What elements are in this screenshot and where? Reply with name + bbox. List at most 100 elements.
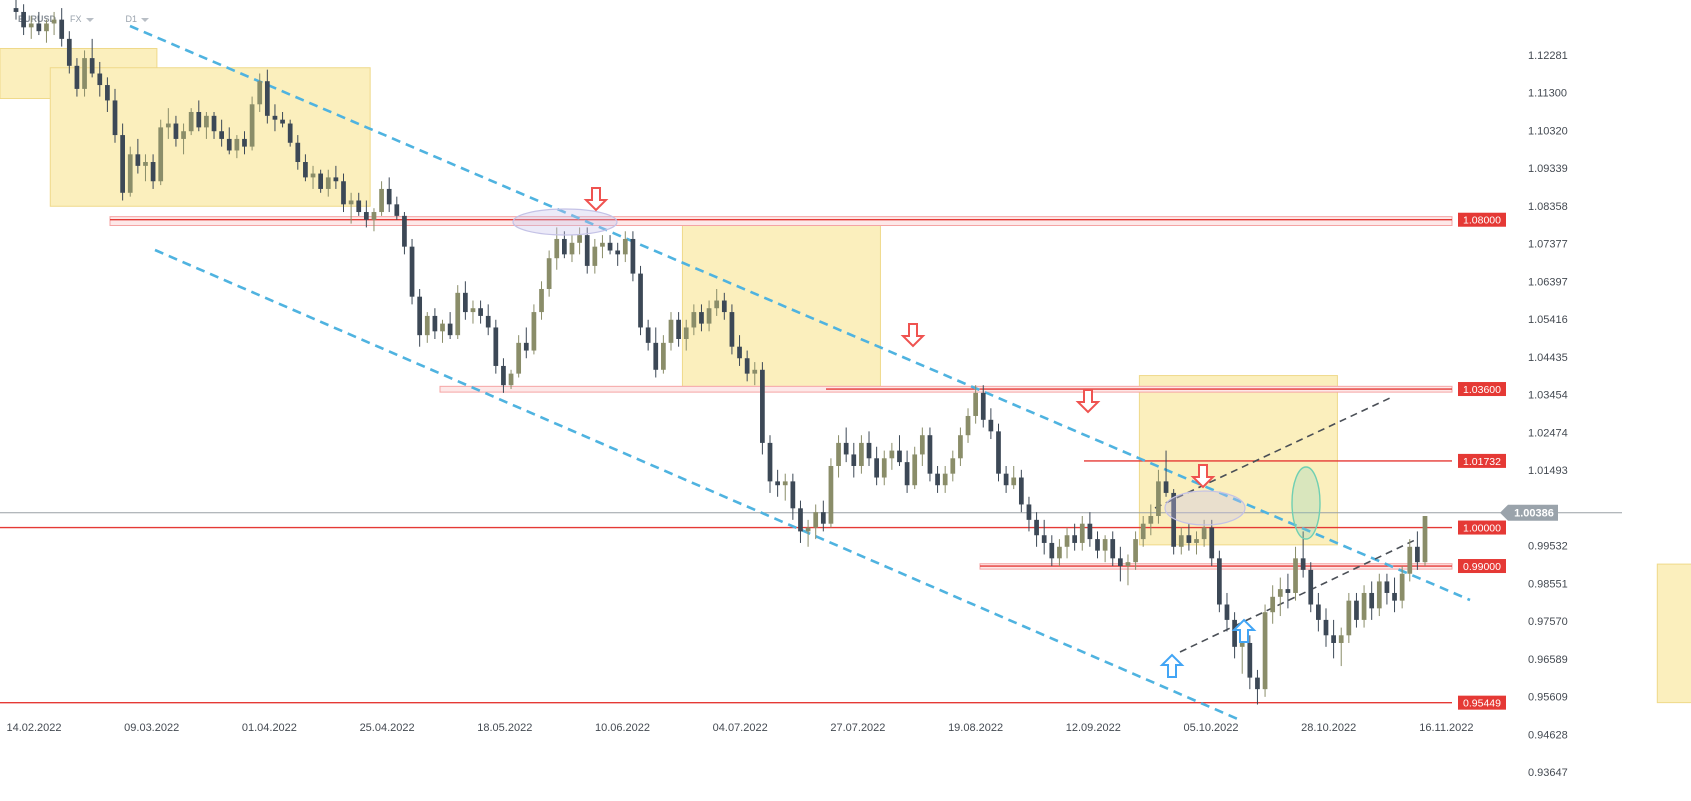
candle-body [66, 38, 72, 66]
candle-body [257, 81, 263, 105]
candle-body [1277, 589, 1283, 597]
candle-body [1057, 546, 1062, 559]
candle-body [303, 162, 308, 178]
candle-body [706, 308, 712, 324]
candle-body [59, 19, 65, 39]
consolidation-zone [1656, 563, 1691, 704]
candle-body [1255, 677, 1260, 690]
candle-body [112, 100, 118, 136]
candle-body [546, 258, 552, 289]
candle-body [630, 238, 636, 274]
date-axis-label: 05.10.2022 [1183, 722, 1238, 734]
candle-body [1148, 516, 1154, 524]
candle-body [1376, 581, 1382, 609]
candle-body [28, 23, 34, 28]
candle-body [1178, 535, 1184, 547]
candle-body [615, 250, 621, 255]
chevron-down-icon [85, 17, 94, 22]
price-axis-label: 1.12281 [1528, 50, 1568, 62]
date-axis-label: 16.11.2022 [1419, 722, 1473, 734]
candle-body [531, 312, 537, 351]
candle-body [1133, 539, 1138, 563]
candle-body [158, 127, 164, 182]
level-label-bg [1458, 695, 1506, 710]
candle-body [912, 454, 918, 486]
candle-body [455, 292, 461, 336]
level-label-bg [1458, 453, 1506, 468]
date-axis-label: 18.05.2022 [477, 722, 532, 734]
candle-body [919, 435, 925, 455]
level-label: 1.08000 [1463, 215, 1501, 227]
candle-body [1354, 600, 1359, 620]
market-selector[interactable]: FX [70, 14, 94, 24]
candle-body [935, 473, 940, 486]
candle-body [21, 11, 26, 28]
level-label: 0.95449 [1463, 698, 1501, 710]
candle-body [881, 458, 887, 478]
candle-body [333, 177, 339, 182]
candle-body [386, 188, 392, 205]
price-axis-label: 1.08358 [1528, 201, 1568, 213]
candle-body [74, 65, 80, 89]
price-axis-label: 0.95609 [1528, 692, 1568, 704]
candle-body [440, 323, 445, 332]
candle-body [988, 419, 994, 432]
candle-body [1072, 535, 1078, 543]
candle-body [13, 8, 19, 12]
candle-body [539, 288, 544, 313]
candle-body [508, 373, 514, 386]
candle-body [1217, 558, 1222, 605]
candle-body [1346, 600, 1352, 636]
candle-body [691, 312, 697, 328]
candle-body [219, 131, 224, 139]
price-axis-label: 0.99532 [1528, 541, 1568, 553]
candle-body [173, 123, 179, 139]
date-axis-label: 27.07.2022 [830, 722, 885, 734]
symbol-label[interactable]: EURUSD [18, 14, 57, 24]
date-axis-label: 19.08.2022 [948, 722, 1003, 734]
date-axis-label: 10.06.2022 [595, 722, 650, 734]
price-axis-label: 0.93647 [1528, 767, 1568, 779]
candle-body [1239, 642, 1245, 647]
candle-body [1247, 642, 1253, 678]
candle-body [805, 527, 811, 532]
candle-body [622, 238, 628, 255]
consolidation-zone [49, 67, 371, 207]
candle-body [1049, 542, 1055, 559]
price-axis-label: 1.02474 [1528, 427, 1568, 439]
level-label: 1.03600 [1463, 384, 1501, 396]
price-axis-label: 1.09339 [1528, 163, 1568, 175]
candle-body [1262, 612, 1268, 690]
candle-body [1224, 604, 1230, 620]
candle-body [1011, 477, 1017, 486]
candle-body [295, 142, 301, 163]
candle-body [1422, 516, 1428, 563]
candle-body [1110, 539, 1116, 559]
candle-body [820, 512, 826, 524]
candle-body [1095, 539, 1100, 551]
arrow-down-icon [1075, 389, 1101, 414]
level-label-bg [1458, 559, 1506, 574]
candle-body [1323, 619, 1329, 636]
candle-body [661, 342, 666, 370]
candle-body [242, 138, 247, 147]
candle-body [782, 481, 788, 486]
price-axis-label: 1.03454 [1528, 390, 1568, 402]
chart-header: EURUSD FX D1 [18, 14, 150, 24]
timeframe-selector[interactable]: D1 [126, 14, 150, 24]
date-axis-label: 25.04.2022 [360, 722, 415, 734]
candle-body [409, 246, 415, 297]
candle-body [135, 154, 141, 166]
candle-body [1003, 473, 1009, 486]
highlight-ellipse [1164, 490, 1246, 526]
candle-body [287, 123, 293, 143]
candle-body [752, 369, 758, 374]
candle-body [523, 342, 529, 351]
candle-body [1171, 492, 1177, 547]
candle-body [676, 319, 681, 340]
level-label: 1.01732 [1463, 456, 1501, 468]
candle-body [1293, 558, 1298, 593]
price-axis-label: 1.01493 [1528, 465, 1568, 477]
candle-body [1018, 477, 1024, 505]
